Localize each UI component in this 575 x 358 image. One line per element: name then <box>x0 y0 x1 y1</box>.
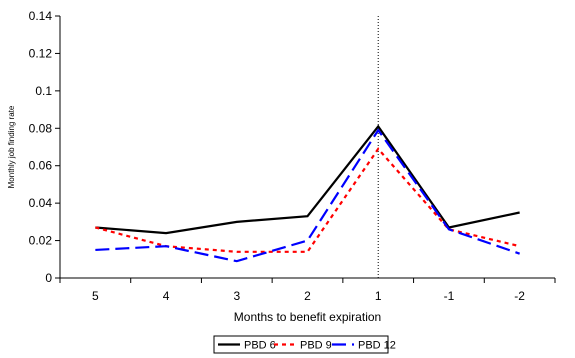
y-tick-label: 0.08 <box>29 121 53 135</box>
legend-box <box>213 335 389 354</box>
y-tick-label: 0.06 <box>29 159 53 173</box>
y-tick-label: 0.02 <box>29 234 53 248</box>
y-axis-ticks: 0 0.02 0.04 0.06 0.08 0.1 0.12 0.14 <box>29 9 60 285</box>
y-tick-label: 0 <box>45 271 52 285</box>
series-line-pbd-6 <box>95 124 520 235</box>
y-tick-label: 0.1 <box>35 84 52 98</box>
legend: PBD 6 PBD 9 PBD 12 <box>213 335 396 354</box>
x-tick-label: 1 <box>375 289 382 303</box>
series-line-pbd-12 <box>95 128 521 263</box>
x-tick-label: 5 <box>92 289 99 303</box>
y-tick-label: 0.04 <box>29 196 53 210</box>
legend-label: PBD 9 <box>300 340 332 352</box>
y-tick-label: 0.14 <box>29 9 53 23</box>
x-axis-ticks: 5 4 3 2 1 -1 -2 <box>59 278 556 303</box>
axes <box>59 16 555 279</box>
series-line-pbd-9 <box>95 147 520 253</box>
x-axis-title: Months to benefit expiration <box>234 310 381 324</box>
x-tick-label: 4 <box>163 289 170 303</box>
series-lines <box>95 124 521 263</box>
legend-label: PBD 6 <box>244 340 276 352</box>
legend-label: PBD 12 <box>358 340 396 352</box>
y-axis-title: Monthly job finding rate <box>7 105 16 188</box>
y-tick-label: 0.12 <box>29 46 53 60</box>
x-tick-label: 2 <box>304 289 311 303</box>
x-tick-label: -1 <box>444 289 455 303</box>
x-tick-label: 3 <box>233 289 240 303</box>
x-tick-label: -2 <box>514 289 525 303</box>
